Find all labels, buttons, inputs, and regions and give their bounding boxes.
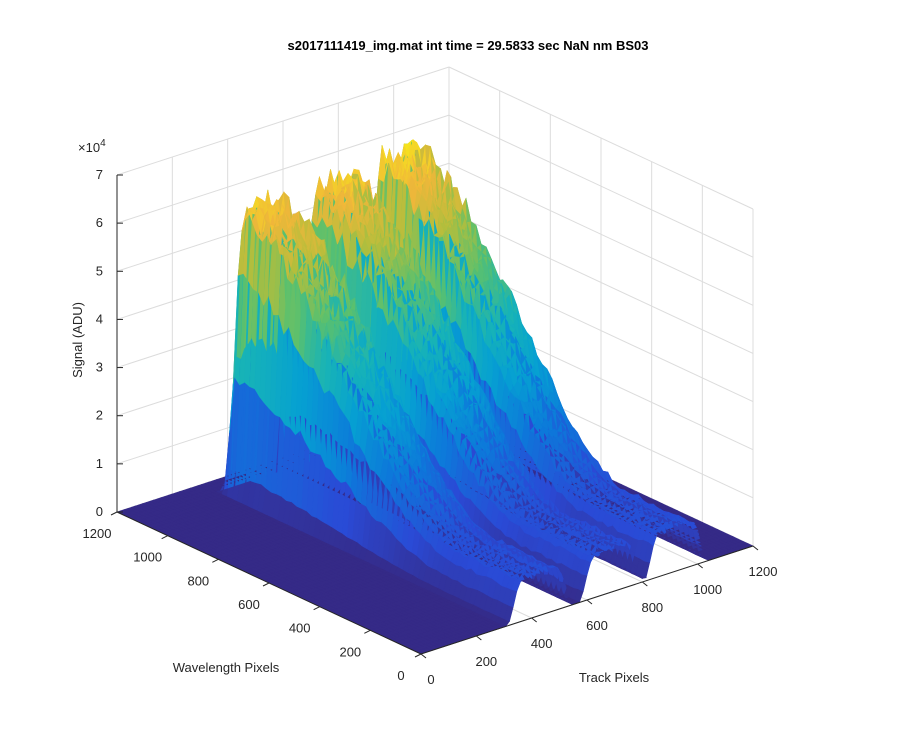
surface-layer <box>116 139 754 655</box>
chart-title: s2017111419_img.mat int time = 29.5833 s… <box>288 38 649 53</box>
wall-grid-horizontal <box>116 66 450 176</box>
wall-grid-horizontal <box>448 162 754 306</box>
wall-grid-horizontal <box>448 114 754 258</box>
wall-grid-horizontal <box>448 66 754 210</box>
wall-grid-horizontal <box>116 114 450 224</box>
wall-grid-horizontal <box>448 210 754 354</box>
